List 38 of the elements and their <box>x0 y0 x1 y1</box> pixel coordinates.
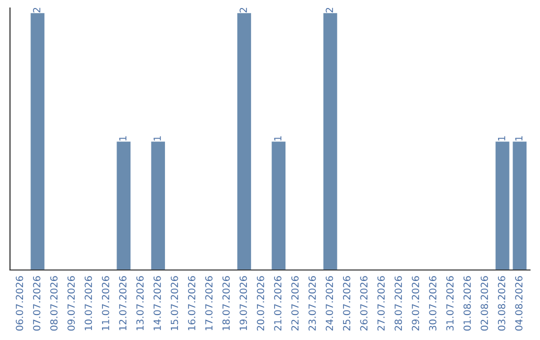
x-tick-label: 29.07.2026 <box>412 276 420 331</box>
x-tick-label: 01.08.2026 <box>463 276 471 331</box>
x-tick-label: 02.08.2026 <box>480 276 488 331</box>
x-tick-label: 20.07.2026 <box>256 276 264 331</box>
x-tick-label: 16.07.2026 <box>188 276 196 330</box>
x-tick-label: 14.07.2026 <box>154 276 161 330</box>
data-label: 1 <box>154 136 161 140</box>
x-tick-label: 31.07.2026 <box>446 276 454 330</box>
x-tick-label: 12.07.2026 <box>119 276 126 330</box>
data-label: 2 <box>326 8 333 12</box>
x-tick-label: 15.07.2026 <box>170 276 178 330</box>
x-tick-label: 04.08.2026 <box>515 276 522 331</box>
x-tick-label: 03.08.2026 <box>498 276 506 331</box>
x-tick-label: 08.07.2026 <box>50 276 58 331</box>
data-label: 1 <box>274 136 282 140</box>
x-tick-label: 23.07.2026 <box>308 276 316 331</box>
data-label: 1 <box>515 136 522 140</box>
x-tick-label: 28.07.2026 <box>394 276 402 331</box>
x-tick-label: 19.07.2026 <box>240 276 247 330</box>
x-tick-label: 24.07.2026 <box>326 276 334 331</box>
x-tick-label: 30.07.2026 <box>429 276 436 330</box>
x-tick-label: 27.07.2026 <box>377 276 385 331</box>
x-tick-label: 10.07.2026 <box>84 276 92 330</box>
x-tick-label: 06.07.2026 <box>16 276 24 331</box>
x-tick-label: 18.07.2026 <box>222 276 230 330</box>
x-tick-label: 26.07.2026 <box>360 276 368 331</box>
x-tick-label: 21.07.2026 <box>274 276 282 331</box>
x-tick-label: 13.07.2026 <box>136 276 144 330</box>
x-tick-label: 07.07.2026 <box>33 276 40 331</box>
x-tick-label: 25.07.2026 <box>342 276 350 331</box>
x-tick-label: 11.07.2026 <box>102 276 110 330</box>
data-label: 1 <box>498 136 506 140</box>
x-tick-label: 22.07.2026 <box>291 276 299 331</box>
x-tick-label: 17.07.2026 <box>205 276 213 330</box>
data-label: 2 <box>240 8 247 12</box>
x-tick-label: 09.07.2026 <box>67 276 75 331</box>
data-label: 2 <box>33 8 40 12</box>
data-label: 1 <box>119 136 126 140</box>
